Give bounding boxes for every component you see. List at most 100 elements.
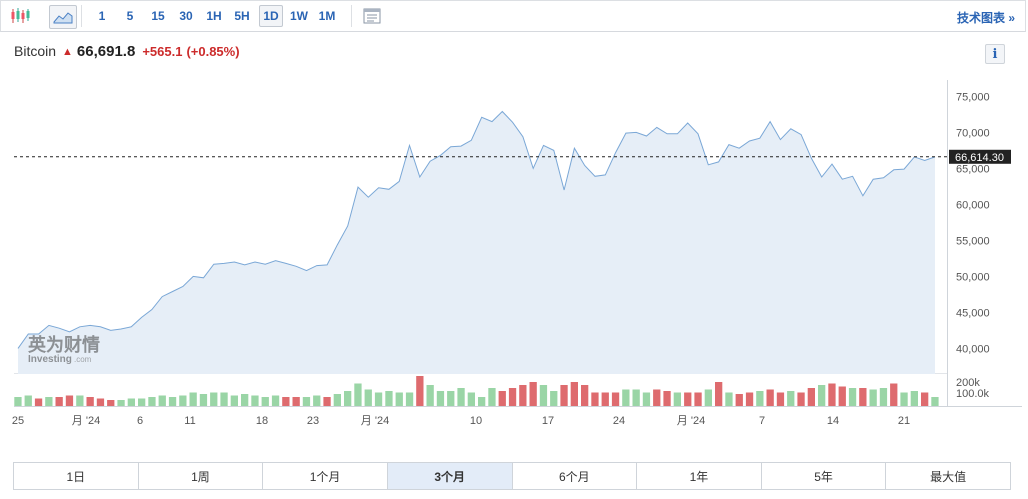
interval-5h[interactable]: 5H	[234, 9, 250, 23]
volume-bar	[168, 397, 177, 406]
technical-chart-link[interactable]: 技术图表 »	[956, 11, 1015, 25]
interval-1w[interactable]: 1W	[290, 9, 308, 23]
volume-bar	[127, 398, 135, 406]
x-axis-ticks: 25 月 '24 6 11 18 23 月 '24 10 17 24 月 '24 7 14 21	[12, 415, 910, 427]
volume-bar	[261, 397, 269, 406]
volume-bar	[282, 397, 290, 406]
volume-bar	[931, 397, 939, 406]
interval-1h[interactable]: 1H	[206, 9, 222, 23]
current-price-marker: 66,614.30	[14, 149, 1011, 164]
volume-bar	[694, 392, 702, 406]
volume-bar	[405, 392, 414, 406]
interval-30[interactable]: 30	[179, 9, 193, 23]
price-area	[17, 110, 936, 374]
x-tick-label: 月 '24	[72, 415, 100, 427]
area-chart-icon[interactable]	[49, 5, 77, 29]
volume-bar	[797, 392, 805, 406]
volume-bar	[14, 397, 22, 406]
volume-bar	[900, 392, 908, 406]
range-selector: 1日 1周 1个月 3个月 6个月 1年 5年 最大值	[13, 462, 1011, 490]
volume-bar	[354, 383, 362, 406]
interval-15[interactable]: 15	[151, 9, 165, 23]
volume-bar	[838, 386, 846, 406]
range-1w[interactable]: 1周	[139, 463, 264, 489]
interval-1[interactable]: 1	[98, 9, 106, 23]
x-tick-label: 14	[827, 415, 839, 427]
volume-bar	[179, 395, 187, 406]
volume-bar	[632, 389, 640, 406]
volume-bar	[910, 391, 918, 406]
y-tick-label: 70,000	[956, 127, 990, 139]
volume-tick-100k: 100.0k	[956, 388, 990, 400]
volume-bar	[848, 388, 857, 406]
range-1d[interactable]: 1日	[14, 463, 139, 489]
volume-bar	[416, 376, 424, 406]
volume-bar	[684, 392, 692, 406]
volume-bar	[807, 388, 815, 406]
volume-bar	[581, 385, 589, 406]
volume-bar	[199, 394, 208, 406]
range-max[interactable]: 最大值	[930, 469, 967, 484]
volume-bar	[663, 391, 671, 406]
interval-1m[interactable]: 1M	[318, 9, 336, 23]
volume-bar	[642, 392, 651, 406]
range-5y[interactable]: 5年	[762, 463, 887, 489]
range-1y[interactable]: 1年	[637, 463, 762, 489]
interval-5[interactable]: 5	[126, 9, 134, 23]
info-button[interactable]: i	[985, 44, 1005, 64]
volume-bar	[725, 392, 733, 406]
volume-bar	[364, 389, 372, 406]
volume-bar	[508, 388, 517, 406]
volume-bar	[96, 398, 105, 406]
volume-bar	[436, 391, 445, 406]
y-tick-label: 75,000	[956, 91, 990, 103]
volume-bar	[704, 389, 712, 406]
price-line	[17, 110, 936, 349]
investing-watermark: 英为财情 Investing .com	[27, 334, 100, 365]
candlestick-icon[interactable]	[7, 5, 33, 27]
volume-bar	[34, 398, 43, 406]
volume-bar	[818, 385, 826, 406]
price-area-fill	[18, 111, 935, 374]
x-tick-label: 21	[898, 415, 910, 427]
indicators-icon[interactable]	[359, 5, 385, 27]
volume-bar	[539, 385, 548, 406]
volume-bar	[426, 385, 434, 406]
y-tick-label: 60,000	[956, 199, 990, 211]
toolbar-divider	[351, 5, 352, 27]
volume-bar	[735, 394, 743, 406]
volume-bar	[879, 388, 888, 406]
volume-bar	[230, 395, 238, 406]
volume-bar	[498, 391, 506, 406]
volume-bar	[550, 391, 558, 406]
volume-bar	[374, 392, 383, 406]
volume-bar	[24, 395, 32, 406]
volume-bar	[447, 391, 455, 406]
price-chart: 75,000 70,000 65,000 60,000 55,000 50,000 45,0…	[12, 80, 1022, 427]
volume-bar	[271, 395, 280, 406]
x-tick-label: 6	[137, 415, 143, 427]
volume-bar	[529, 382, 537, 406]
volume-bar	[385, 391, 393, 406]
chart-toolbar: 1 5 15 30 1H 5H 1D 1W 1M 技术图表 »	[0, 0, 1026, 32]
volume-bar	[766, 389, 774, 406]
y-tick-label: 55,000	[956, 235, 990, 247]
volume-bar	[467, 392, 475, 406]
y-tick-label: 45,000	[956, 307, 990, 319]
y-axis-ticks: 75,000 70,000 65,000 60,000 55,000 50,000 45,0…	[956, 91, 990, 355]
watermark-suffix: .com	[74, 355, 92, 364]
range-3m[interactable]: 3个月	[387, 463, 513, 489]
price-change-pct: (+0.85%)	[186, 44, 240, 59]
volume-bar	[241, 394, 249, 406]
volume-bar	[591, 392, 599, 406]
interval-1d[interactable]: 1D	[259, 5, 283, 27]
volume-bar	[117, 400, 125, 406]
y-tick-label: 65,000	[956, 163, 990, 175]
volume-bar	[921, 392, 929, 406]
volume-bars	[14, 376, 939, 406]
up-arrow-icon: ▲	[62, 46, 73, 58]
x-tick-label: 23	[307, 415, 319, 427]
range-1m[interactable]: 1个月	[263, 463, 388, 489]
y-tick-label: 40,000	[956, 343, 990, 355]
range-6m[interactable]: 6个月	[513, 463, 638, 489]
